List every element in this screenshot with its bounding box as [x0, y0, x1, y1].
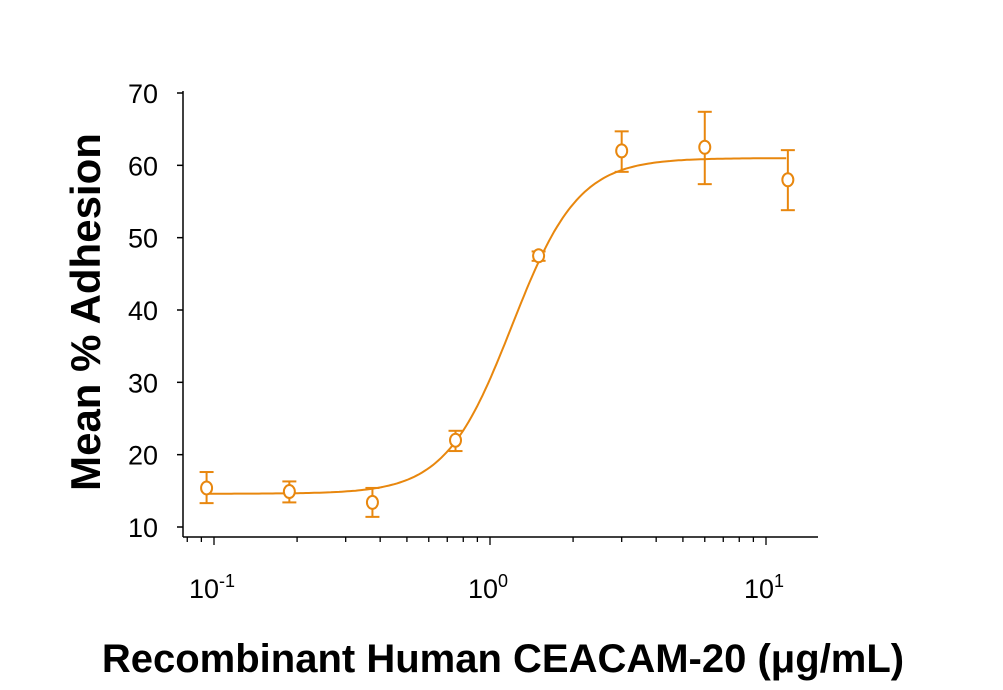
y-tick-label: 20	[128, 441, 158, 471]
data-point	[614, 130, 629, 173]
y-tick-label: 30	[128, 368, 158, 398]
data-marker	[365, 494, 379, 510]
data-point	[365, 486, 380, 518]
x-tick-label: 101	[744, 571, 784, 604]
data-point	[282, 480, 297, 504]
y-tick-label: 60	[128, 151, 158, 181]
fit-curve	[206, 157, 787, 495]
data-point	[780, 149, 795, 212]
data-point	[448, 429, 463, 453]
y-tick-label: 40	[128, 296, 158, 326]
data-marker	[449, 432, 463, 448]
data-point	[199, 471, 214, 505]
data-marker	[200, 480, 214, 496]
data-marker	[615, 143, 629, 159]
data-marker	[781, 172, 795, 188]
axes: 10 20 30 40 50 60 70 10-1 100 101	[128, 79, 818, 604]
x-tick-label: 10-1	[189, 571, 235, 604]
data-point	[697, 110, 712, 186]
data-marks	[199, 110, 795, 518]
x-axis-title: Recombinant Human CEACAM-20 (μg/mL)	[102, 637, 904, 681]
data-marker	[282, 484, 296, 500]
data-point	[531, 248, 546, 264]
y-tick-label: 70	[128, 79, 158, 109]
x-tick-label: 100	[468, 571, 508, 604]
y-tick-label: 10	[128, 513, 158, 543]
data-marker	[532, 248, 546, 264]
y-tick-label: 50	[128, 224, 158, 254]
data-marker	[698, 139, 712, 155]
y-axis-title: Mean % Adhesion	[62, 133, 109, 491]
